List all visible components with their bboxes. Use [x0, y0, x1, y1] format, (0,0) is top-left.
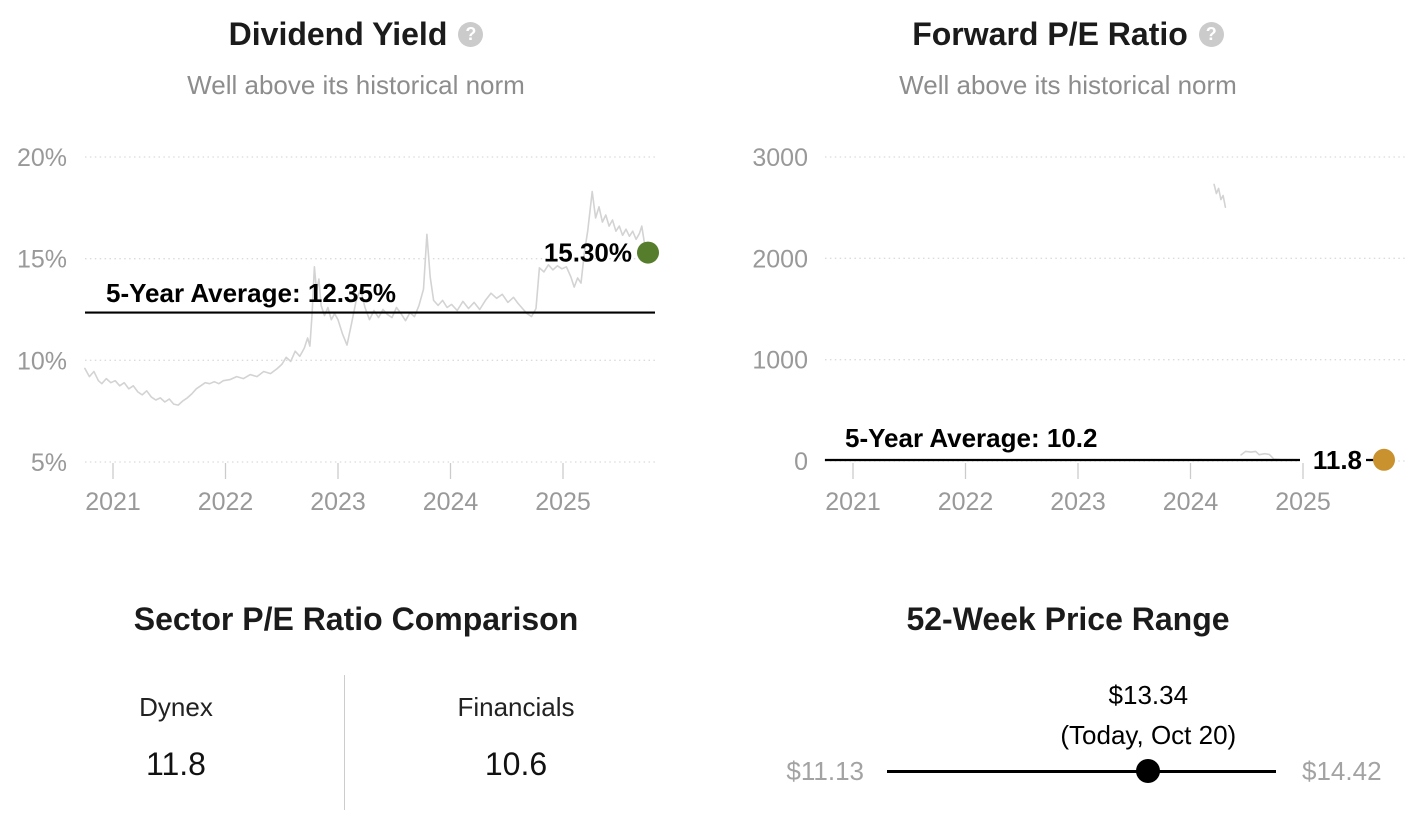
forward-pe-header: Forward P/E Ratio ?	[712, 14, 1424, 54]
forward-pe-title: Forward P/E Ratio	[912, 16, 1188, 52]
comparison-column-dynex: Dynex 11.8	[26, 691, 326, 783]
svg-text:2021: 2021	[85, 488, 141, 516]
svg-text:3000: 3000	[752, 144, 808, 172]
svg-text:2021: 2021	[825, 488, 881, 516]
price-range-handle	[1136, 759, 1161, 783]
sector-pe-comparison-title: Sector P/E Ratio Comparison	[133, 601, 579, 637]
svg-text:5-Year Average: 10.2: 5-Year Average: 10.2	[845, 423, 1097, 453]
svg-text:2024: 2024	[423, 488, 479, 516]
svg-text:5-Year Average: 12.35%: 5-Year Average: 12.35%	[106, 278, 396, 308]
svg-text:2022: 2022	[938, 488, 994, 516]
svg-text:0: 0	[794, 448, 808, 476]
svg-text:2025: 2025	[535, 488, 591, 516]
dividend-yield-title: Dividend Yield	[228, 16, 448, 52]
svg-text:2023: 2023	[1050, 488, 1106, 516]
comparison-label: Financials	[457, 692, 575, 722]
comparison-value: 10.6	[484, 745, 548, 782]
forward-pe-panel: Forward P/E Ratio ? Well above its histo…	[712, 0, 1424, 560]
svg-text:2025: 2025	[1275, 488, 1331, 516]
help-icon[interactable]: ?	[458, 21, 484, 47]
current-price: $13.34	[1108, 680, 1189, 710]
dividend-yield-subtitle: Well above its historical norm	[187, 70, 525, 100]
svg-text:15%: 15%	[17, 246, 67, 274]
price-range-track	[887, 770, 1276, 773]
forward-pe-chart: 3000 2000 1000 0 5-Year Average: 10.2 11.8 202…	[752, 144, 1407, 516]
current-price-block: $13.34 (Today, Oct 20)	[988, 678, 1308, 753]
range-low-label: $11.13	[786, 756, 864, 786]
dividend-yield-header: Dividend Yield ?	[0, 14, 712, 54]
svg-text:2024: 2024	[1163, 488, 1219, 516]
svg-text:20%: 20%	[17, 144, 67, 172]
forward-pe-subtitle: Well above its historical norm	[899, 70, 1237, 100]
price-range-title: 52-Week Price Range	[906, 601, 1230, 637]
dividend-yield-panel: Dividend Yield ? Well above its historic…	[0, 0, 712, 560]
svg-text:2022: 2022	[198, 488, 254, 516]
svg-text:5%: 5%	[31, 449, 67, 477]
comparison-column-financials: Financials 10.6	[366, 691, 666, 783]
range-high-label: $14.42	[1302, 756, 1382, 786]
svg-text:11.8: 11.8	[1313, 445, 1362, 475]
svg-text:1000: 1000	[752, 347, 808, 375]
help-icon[interactable]: ?	[1198, 21, 1224, 47]
svg-text:2000: 2000	[752, 245, 808, 273]
price-range-panel: 52-Week Price Range $13.34 (Today, Oct 2…	[712, 560, 1424, 834]
sector-pe-comparison-panel: Sector P/E Ratio Comparison Dynex 11.8 F…	[0, 560, 712, 834]
current-price-date: (Today, Oct 20)	[1060, 720, 1237, 751]
comparison-label: Dynex	[139, 692, 213, 722]
dividend-yield-chart: 20% 15% 10% 5% 5-Year Average: 12.35% 15.30% 2…	[17, 144, 659, 516]
comparison-value: 11.8	[146, 745, 206, 782]
svg-text:10%: 10%	[17, 347, 67, 375]
column-divider	[344, 675, 345, 810]
svg-text:15.30%: 15.30%	[544, 238, 632, 268]
svg-text:2023: 2023	[310, 488, 366, 516]
